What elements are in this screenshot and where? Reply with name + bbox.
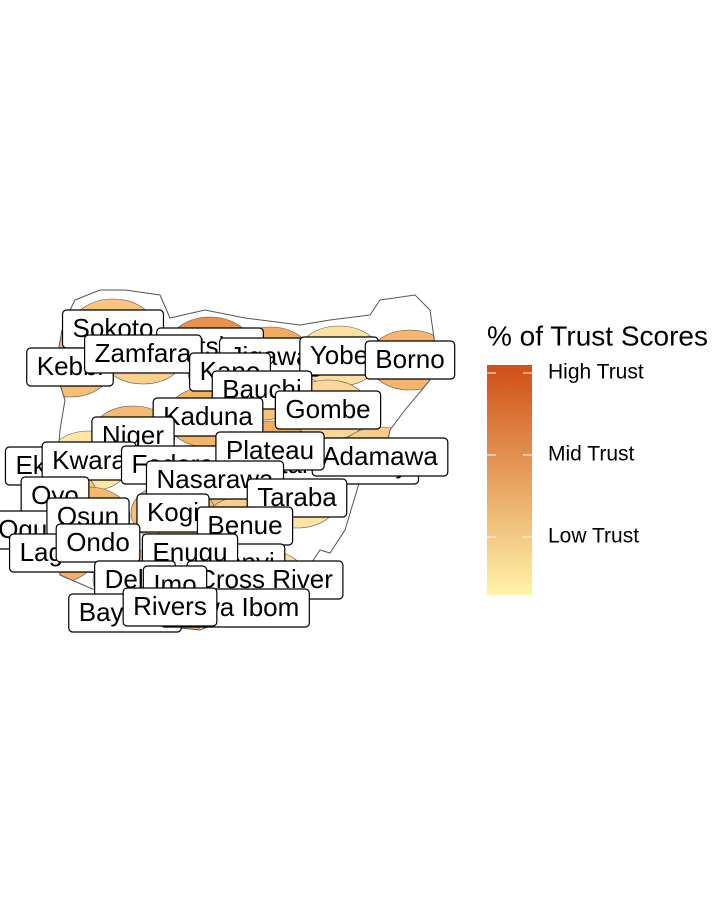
label-box [274,390,382,430]
label-text: Yobe [310,340,368,370]
state-label: Rivers [122,587,218,627]
label-text: Kogi [147,497,199,527]
state-label: Yobe [299,336,379,376]
label-text: Rivers [133,591,207,621]
legend-label: High Trust [548,361,644,384]
label-box [364,340,456,380]
legend-colorbar [487,365,532,595]
legend-title: % of Trust Scores [487,320,708,351]
label-text: Kaduna [163,401,253,431]
label-text: Kwara [52,445,126,475]
label-text: Borno [375,344,444,374]
legend-label: Low Trust [548,525,639,548]
legend: High Trust Mid Trust Low Trust [487,361,644,548]
label-text: Zamfara [95,338,192,368]
state-label: Kaduna [152,397,264,437]
label-text: Adamawa [322,441,438,471]
state-label: Borno [364,340,456,380]
state-label: Kwara [41,441,137,481]
label-box [122,587,218,627]
state-label: Gombe [274,390,382,430]
label-text: Ondo [66,527,130,557]
legend-label: Mid Trust [548,443,635,466]
label-text: Plateau [226,435,314,465]
label-text: Gombe [285,394,370,424]
state-label: Adamawa [311,437,449,477]
state-label: Zamfara [83,334,203,374]
state-label: Ondo [55,523,141,563]
state-labels: SokotoKatsinaJigawaKebbiZamfaraYobeBorno… [0,309,456,633]
